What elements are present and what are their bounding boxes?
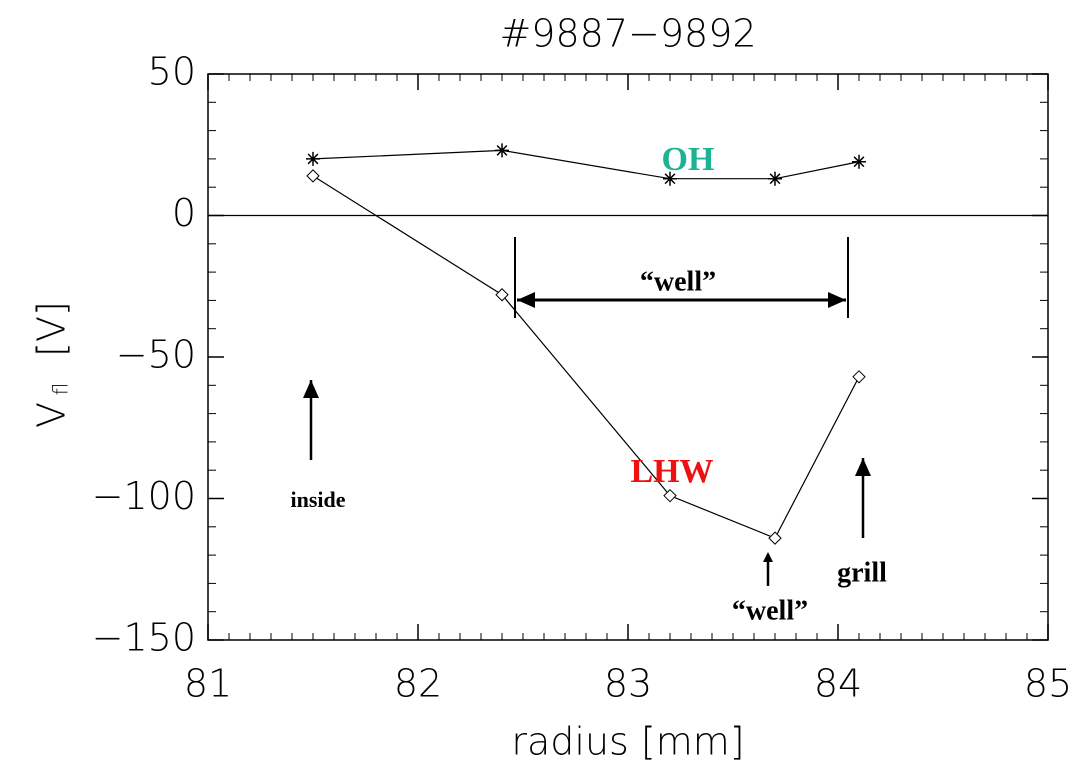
x-axis-label: radius [mm] [511,720,744,764]
star-marker [768,171,782,186]
y-tick-label: −100 [92,474,196,518]
series-line [312,175,860,539]
diamond-marker [663,488,677,503]
star-marker [663,171,677,186]
y-tick-label: 0 [172,191,196,235]
y-tick-label: −50 [116,333,196,377]
star-marker [495,143,509,158]
diamond-marker [768,531,782,545]
series-label: LHW [630,453,713,490]
plot-frame [207,73,1049,641]
chart-title: #9887−9892 [499,12,756,56]
annotation: grill [837,557,887,588]
x-tick-label: 81 [184,662,232,706]
series-line [312,149,860,180]
diamond-marker [852,370,866,384]
annotation: inside [290,487,345,512]
x-tick-label: 84 [814,662,862,706]
y-label-unit: [V] [30,301,74,357]
diamond-marker [495,288,509,302]
y-tick-label: 50 [148,50,196,94]
star-marker [852,154,866,169]
y-axis-label: V fl [V] [30,301,74,428]
annotation: “well” [640,266,716,297]
y-label-main: V [30,402,74,428]
y-label-sub: fl [49,383,73,396]
x-tick-label: 82 [394,662,442,706]
x-tick-label: 83 [604,662,652,706]
x-tick-label: 85 [1024,662,1072,706]
annotation: “well” [732,595,808,626]
series-label: OH [662,141,715,178]
diamond-marker [306,169,320,183]
star-marker [306,151,320,166]
y-tick-label: −150 [92,616,196,660]
